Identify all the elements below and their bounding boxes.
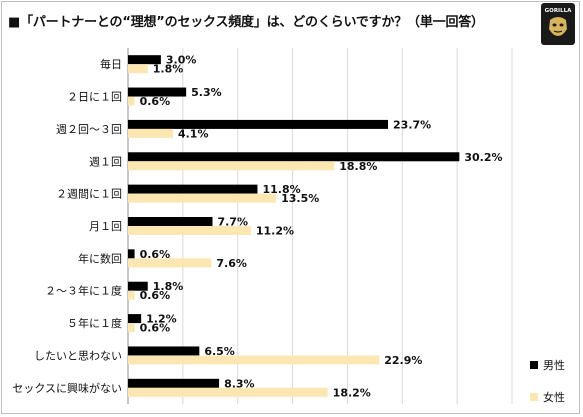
bar-female — [128, 290, 135, 300]
bar-male — [128, 378, 220, 388]
data-label-female: 0.6% — [140, 95, 171, 108]
bar-female — [128, 161, 335, 171]
category-label: ５年に１度 — [67, 316, 122, 330]
data-label-female: 0.6% — [140, 289, 171, 302]
data-label-female: 4.1% — [178, 127, 209, 140]
data-label-male: 5.3% — [191, 86, 222, 99]
bar-female — [128, 193, 277, 203]
gorilla-icon: GORILLA — [545, 8, 572, 36]
bar-female — [128, 64, 148, 74]
bar-male — [128, 346, 200, 356]
bar-male — [128, 314, 142, 324]
data-label-male: 6.5% — [204, 345, 235, 358]
bar-female — [128, 128, 173, 138]
data-label-female: 11.2% — [256, 225, 294, 238]
bar-male — [128, 87, 187, 97]
data-label-female: 0.6% — [140, 322, 171, 335]
category-label: セックスに興味がない — [12, 381, 122, 395]
bar-female — [128, 355, 380, 365]
bar-male — [128, 119, 389, 129]
legend-male-label: 男性 — [543, 359, 565, 372]
chart-title: ■「パートナーとの“理想”のセックス頻度」は、どのくらいですか？（単一回答） — [8, 15, 484, 30]
bar-male — [128, 152, 460, 162]
data-label-male: 8.3% — [224, 377, 255, 390]
bar-male — [128, 184, 258, 194]
bar-male — [128, 217, 213, 226]
data-label-male: 7.7% — [217, 216, 248, 229]
logo-text: GORILLA — [545, 8, 572, 14]
bar-female — [128, 258, 212, 268]
bar-male — [128, 55, 161, 65]
data-label-male: 1.8% — [153, 280, 184, 293]
bar-female — [128, 96, 135, 106]
bar-female — [128, 323, 135, 333]
data-label-female: 13.5% — [281, 192, 319, 205]
category-label: 週２回～３回 — [56, 123, 122, 136]
category-label: 年に数回 — [78, 251, 122, 265]
data-label-male: 23.7% — [393, 118, 431, 131]
category-label: 月１回 — [89, 220, 122, 233]
legend-female: 女性 — [530, 389, 565, 405]
category-label: 週１回 — [89, 155, 122, 168]
bar-male — [128, 249, 135, 259]
legend-male: 男性 — [530, 357, 565, 373]
legend-female-swatch — [530, 393, 538, 401]
category-label: 毎日 — [100, 58, 122, 71]
data-label-male: 11.8% — [262, 183, 300, 196]
data-label-female: 7.6% — [216, 257, 247, 270]
data-label-male: 30.2% — [464, 151, 502, 164]
category-label: ２日に１回 — [67, 91, 122, 104]
gorilla-logo: GORILLA — [541, 3, 575, 45]
data-label-male: 0.6% — [140, 248, 171, 261]
data-label-female: 18.2% — [333, 386, 371, 399]
legend-female-label: 女性 — [543, 391, 565, 404]
data-label-female: 1.8% — [153, 63, 184, 76]
data-label-female: 18.8% — [339, 160, 377, 173]
category-label: ２週間に１回 — [56, 188, 122, 201]
legend-male-swatch — [530, 361, 538, 369]
category-label: ２～３年に１度 — [45, 284, 122, 298]
bar-female — [128, 226, 251, 235]
data-label-male: 1.2% — [146, 313, 177, 326]
data-label-male: 3.0% — [166, 54, 197, 67]
bar-female — [128, 387, 328, 397]
data-label-female: 22.9% — [384, 354, 422, 367]
bar-male — [128, 281, 148, 291]
category-label: したいと思わない — [34, 349, 122, 362]
